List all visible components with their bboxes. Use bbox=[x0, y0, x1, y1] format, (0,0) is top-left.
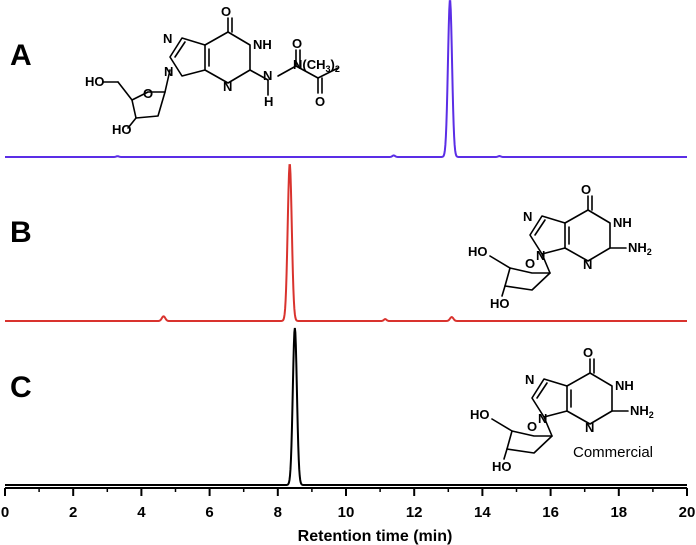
atom-label: N(CH3)2 bbox=[293, 57, 340, 74]
atom-label: HO bbox=[470, 407, 490, 422]
atom-label: O bbox=[143, 86, 153, 101]
atom-label: N bbox=[525, 372, 534, 387]
x-tick-label: 14 bbox=[474, 504, 491, 521]
atom-label: O bbox=[583, 345, 593, 360]
x-tick-label: 2 bbox=[69, 504, 77, 521]
atom-label: HO bbox=[490, 296, 510, 311]
atom-label: N bbox=[523, 209, 532, 224]
structure-a: O N NH N N N H O O N(CH3)2 HO HO O bbox=[85, 4, 340, 137]
x-tick-label: 4 bbox=[137, 504, 146, 521]
atom-label: N bbox=[585, 420, 594, 435]
x-ticks: 0 2 4 6 8 10 12 14 16 18 20 bbox=[1, 488, 696, 521]
chromatogram-trace-b bbox=[5, 164, 687, 322]
atom-label: N bbox=[583, 257, 592, 272]
x-tick-label: 10 bbox=[338, 504, 355, 521]
panel-label-b: B bbox=[10, 216, 32, 249]
x-tick-label: 16 bbox=[542, 504, 559, 521]
atom-label: O bbox=[581, 182, 591, 197]
x-axis-title: Retention time (min) bbox=[298, 528, 453, 545]
atom-label: HO bbox=[468, 244, 488, 259]
atom-label: N bbox=[263, 68, 272, 83]
x-tick-label: 12 bbox=[406, 504, 423, 521]
atom-label: O bbox=[292, 36, 302, 51]
panel-label-a: A bbox=[10, 39, 32, 72]
chromatogram-trace-a bbox=[5, 0, 687, 158]
chromatogram-trace-c bbox=[5, 327, 687, 486]
atom-label: N bbox=[538, 411, 547, 426]
atom-label: O bbox=[525, 256, 535, 271]
x-tick-label: 0 bbox=[1, 504, 9, 521]
atom-label: HO bbox=[112, 122, 132, 137]
atom-label: O bbox=[315, 94, 325, 109]
atom-label: NH bbox=[615, 378, 634, 393]
atom-label: O bbox=[221, 4, 231, 19]
atom-label: NH bbox=[613, 215, 632, 230]
x-tick-label: 18 bbox=[610, 504, 627, 521]
x-tick-label: 8 bbox=[274, 504, 282, 521]
atom-label: N bbox=[223, 79, 232, 94]
atom-label: NH bbox=[253, 37, 272, 52]
atom-label: O bbox=[527, 419, 537, 434]
annotation-commercial: Commercial bbox=[573, 444, 653, 461]
atom-label: HO bbox=[85, 74, 105, 89]
x-tick-label: 20 bbox=[679, 504, 696, 521]
atom-label: N bbox=[164, 64, 173, 79]
atom-label: H bbox=[264, 94, 273, 109]
atom-label: NH2 bbox=[628, 240, 652, 257]
atom-label: N bbox=[536, 248, 545, 263]
structure-b: O N NH N N NH2 HO HO O bbox=[468, 182, 652, 311]
structure-c: O N NH N N NH2 HO HO O bbox=[470, 345, 654, 474]
x-tick-label: 6 bbox=[205, 504, 213, 521]
atom-label: HO bbox=[492, 459, 512, 474]
atom-label: N bbox=[163, 31, 172, 46]
panel-label-c: C bbox=[10, 371, 32, 404]
atom-label: NH2 bbox=[630, 403, 654, 420]
